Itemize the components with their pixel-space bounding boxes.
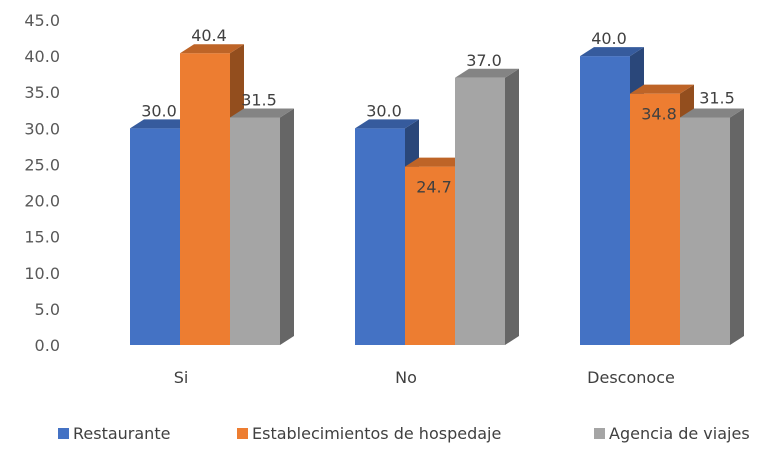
bar-agencia-de-viajes-desconoce bbox=[680, 108, 744, 345]
bar-top bbox=[580, 47, 644, 57]
legend-swatch bbox=[58, 428, 69, 439]
legend-item: Agencia de viajes bbox=[594, 424, 750, 443]
y-tick-label: 10.0 bbox=[24, 264, 60, 283]
bar-top bbox=[455, 68, 519, 78]
bar-top bbox=[630, 84, 694, 94]
legend-label: Restaurante bbox=[73, 424, 170, 443]
legend-swatch bbox=[594, 428, 605, 439]
y-tick-label: 5.0 bbox=[35, 300, 60, 319]
bar-agencia-de-viajes-si bbox=[230, 108, 294, 345]
y-tick-label: 25.0 bbox=[24, 155, 60, 174]
bar-top bbox=[355, 119, 419, 129]
bar-front bbox=[580, 56, 630, 345]
bar-agencia-de-viajes-no bbox=[455, 68, 519, 346]
category-label: No bbox=[395, 368, 417, 387]
y-tick-label: 0.0 bbox=[35, 336, 60, 355]
bar-front bbox=[630, 93, 680, 346]
bar-front bbox=[455, 77, 505, 346]
y-tick-label: 20.0 bbox=[24, 192, 60, 211]
bar-front bbox=[180, 53, 230, 345]
bar-front bbox=[230, 117, 280, 345]
bars bbox=[130, 44, 744, 346]
data-label: 37.0 bbox=[466, 51, 502, 70]
bar-side bbox=[730, 108, 744, 345]
data-label: 34.8 bbox=[641, 105, 677, 124]
legend-label: Agencia de viajes bbox=[609, 424, 750, 443]
data-labels: 30.0 40.4 31.5 30.0 24.7 37.0 40.0 34.8 31.5 bbox=[141, 26, 735, 196]
legend-item: Establecimientos de hospedaje bbox=[237, 424, 501, 443]
data-label: 40.4 bbox=[191, 26, 227, 45]
bar-front bbox=[680, 117, 730, 345]
category-label: Si bbox=[174, 368, 189, 387]
bar-side bbox=[505, 68, 519, 346]
bar-top bbox=[680, 108, 744, 118]
data-label: 40.0 bbox=[591, 29, 627, 48]
legend-swatch bbox=[237, 428, 248, 439]
y-tick-label: 15.0 bbox=[24, 228, 60, 247]
y-tick-label: 35.0 bbox=[24, 83, 60, 102]
legend-item: Restaurante bbox=[58, 424, 170, 443]
bar-side bbox=[280, 108, 294, 345]
y-tick-label: 45.0 bbox=[24, 11, 60, 30]
bar-front bbox=[130, 128, 180, 345]
data-label: 31.5 bbox=[241, 91, 277, 110]
y-axis: 0.0 5.0 10.0 15.0 20.0 25.0 30.0 35.0 40.0 45.0 bbox=[24, 11, 60, 355]
data-label: 30.0 bbox=[141, 101, 177, 120]
bar-front bbox=[355, 128, 405, 345]
data-label: 30.0 bbox=[366, 101, 402, 120]
data-label: 31.5 bbox=[699, 89, 735, 108]
legend-label: Establecimientos de hospedaje bbox=[252, 424, 501, 443]
bar-front bbox=[405, 166, 455, 345]
bar-top bbox=[130, 119, 194, 129]
bar-top bbox=[405, 157, 469, 167]
category-label: Desconoce bbox=[587, 368, 675, 387]
bar-top bbox=[230, 108, 294, 118]
x-axis: Si No Desconoce bbox=[174, 368, 675, 387]
legend: Restaurante Establecimientos de hospedaje… bbox=[58, 424, 750, 443]
y-tick-label: 30.0 bbox=[24, 119, 60, 138]
y-tick-label: 40.0 bbox=[24, 47, 60, 66]
bar-top bbox=[180, 44, 244, 54]
data-label: 24.7 bbox=[416, 178, 452, 197]
